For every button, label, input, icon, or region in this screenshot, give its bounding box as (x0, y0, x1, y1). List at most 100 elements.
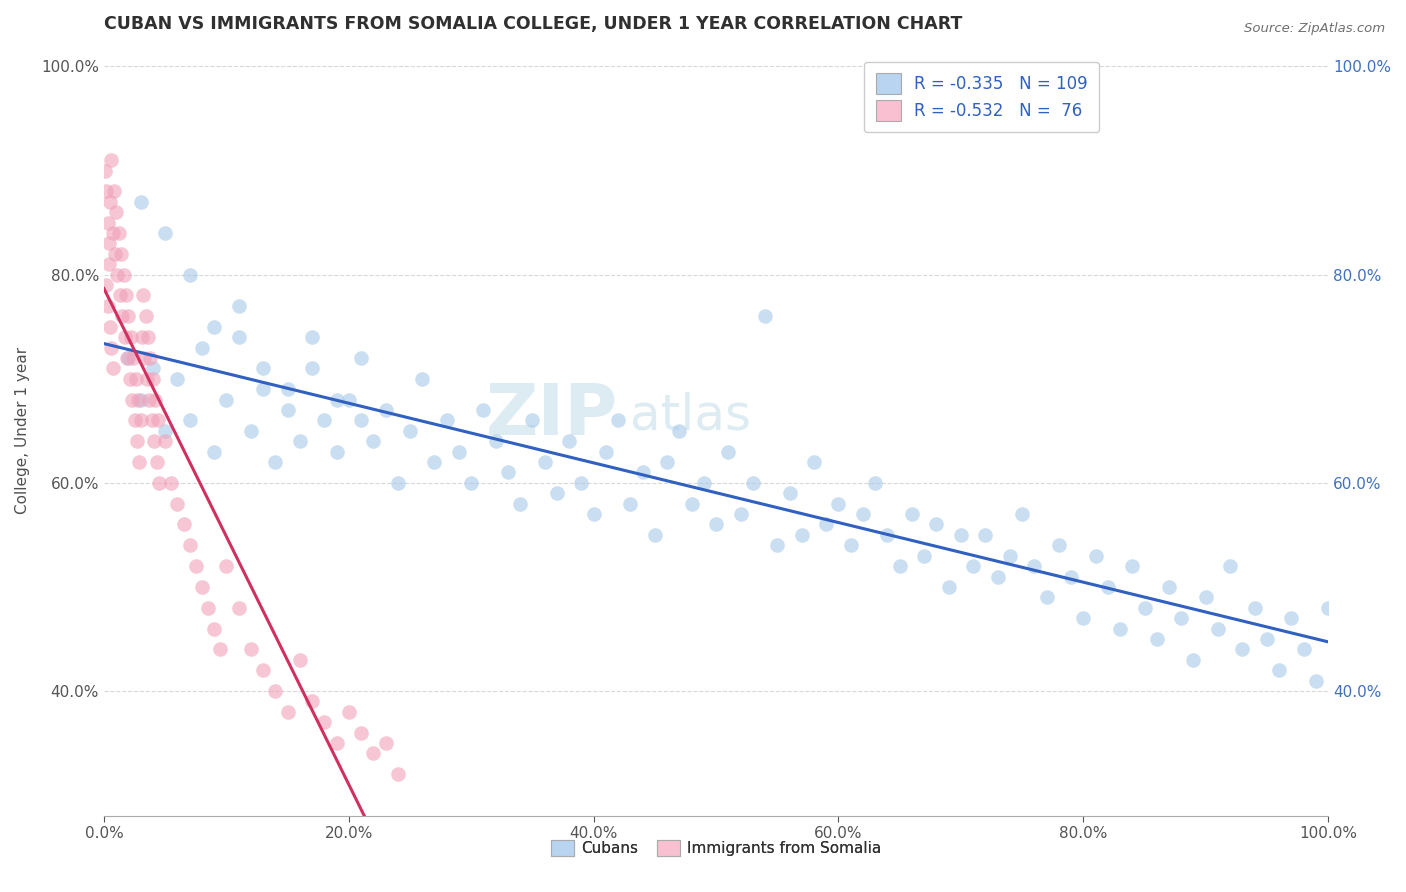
Point (472, 403, 495, 417)
Point (350, 725, 373, 739)
Point (374, 736, 396, 750)
Point (374, 403, 396, 417)
Point (790, 528, 813, 542)
Point (571, 475, 593, 490)
Point (522, 413, 544, 427)
Point (101, 226, 124, 240)
Point (215, 392, 238, 407)
Point (925, 517, 948, 532)
Point (239, 424, 262, 438)
Point (337, 392, 360, 407)
Point (301, 330, 323, 344)
Point (901, 507, 924, 521)
Point (301, 361, 323, 376)
Point (423, 455, 446, 469)
Point (582, 507, 605, 521)
Point (766, 538, 789, 552)
Point (863, 475, 886, 490)
Point (277, 382, 299, 396)
Point (546, 486, 568, 500)
Point (191, 341, 214, 355)
Point (215, 559, 238, 574)
Point (142, 372, 165, 386)
Point (668, 424, 690, 438)
Point (153, 434, 176, 449)
Point (202, 444, 225, 458)
Text: CUBAN VS IMMIGRANTS FROM SOMALIA COLLEGE, UNDER 1 YEAR CORRELATION CHART: CUBAN VS IMMIGRANTS FROM SOMALIA COLLEGE… (104, 15, 962, 33)
Point (94, 163, 117, 178)
Point (277, 403, 299, 417)
Point (143, 434, 166, 449)
Point (202, 622, 225, 636)
Point (288, 653, 311, 667)
Point (115, 351, 138, 365)
Point (146, 413, 169, 427)
Point (148, 475, 170, 490)
Point (228, 330, 250, 344)
Point (717, 444, 740, 458)
Point (350, 413, 373, 427)
Point (179, 268, 201, 282)
Point (938, 580, 960, 594)
Point (485, 434, 508, 449)
Point (1146, 632, 1168, 646)
Point (987, 569, 1010, 583)
Point (100, 341, 122, 355)
Point (110, 247, 132, 261)
Point (1024, 559, 1046, 574)
Point (460, 475, 482, 490)
Point (100, 153, 122, 168)
Point (1219, 559, 1241, 574)
Point (202, 319, 225, 334)
Point (1060, 569, 1083, 583)
Point (97, 236, 120, 251)
Point (912, 549, 935, 563)
Point (876, 528, 898, 542)
Point (179, 413, 201, 427)
Point (301, 694, 323, 708)
Point (962, 559, 984, 574)
Point (136, 330, 159, 344)
Point (387, 475, 409, 490)
Text: ZIP: ZIP (486, 381, 619, 450)
Point (436, 413, 458, 427)
Point (1097, 580, 1119, 594)
Point (118, 372, 141, 386)
Point (173, 517, 195, 532)
Point (121, 392, 143, 407)
Point (325, 444, 347, 458)
Point (1121, 559, 1143, 574)
Y-axis label: College, Under 1 year: College, Under 1 year (15, 347, 30, 515)
Point (98, 194, 121, 209)
Point (741, 475, 763, 490)
Point (97, 257, 120, 271)
Point (1268, 663, 1291, 677)
Point (277, 705, 299, 719)
Point (447, 444, 470, 458)
Point (1170, 611, 1192, 625)
Point (160, 475, 183, 490)
Point (852, 507, 875, 521)
Point (754, 310, 776, 324)
Point (101, 361, 124, 376)
Point (135, 310, 157, 324)
Point (411, 372, 433, 386)
Point (104, 247, 127, 261)
Point (779, 486, 801, 500)
Point (998, 549, 1021, 563)
Point (1047, 538, 1070, 552)
Point (1305, 673, 1327, 688)
Legend: Cubans, Immigrants from Somalia: Cubans, Immigrants from Somalia (544, 834, 887, 863)
Point (681, 497, 703, 511)
Point (96, 278, 118, 293)
Point (141, 413, 163, 427)
Point (166, 372, 188, 386)
Point (1232, 642, 1254, 657)
Point (252, 382, 274, 396)
Point (125, 372, 148, 386)
Point (114, 330, 136, 344)
Point (264, 455, 287, 469)
Point (314, 413, 336, 427)
Point (124, 413, 146, 427)
Point (184, 559, 207, 574)
